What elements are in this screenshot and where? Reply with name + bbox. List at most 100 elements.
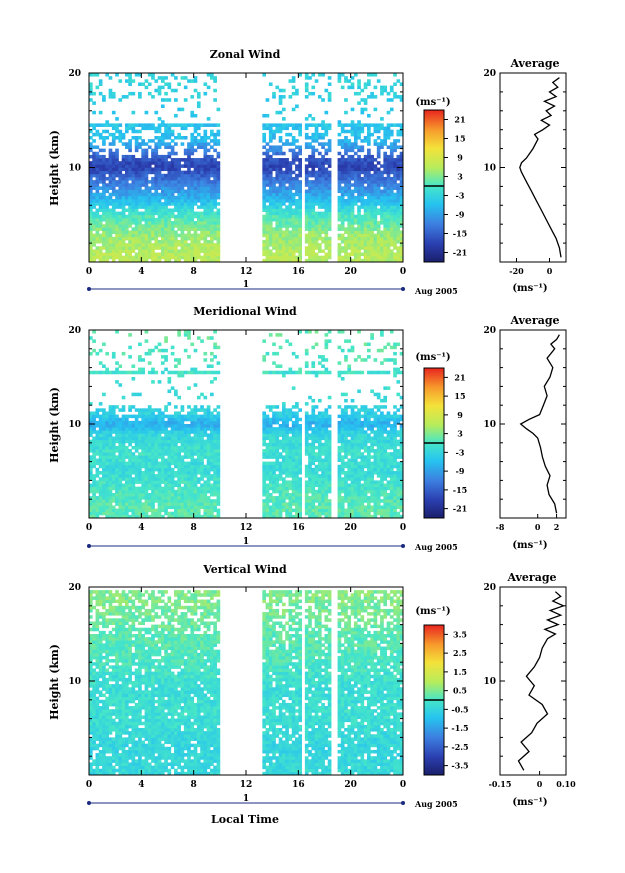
heatmap-cell: [272, 243, 276, 247]
heatmap-cell: [210, 211, 214, 216]
heatmap-cell: [183, 221, 188, 225]
heatmap-cell: [327, 158, 332, 162]
heatmap-cell: [95, 461, 100, 466]
heatmap-cell: [216, 192, 221, 197]
heatmap-cell: [98, 430, 103, 434]
heatmap-cell: [183, 217, 188, 222]
heatmap-cell: [95, 452, 100, 456]
heatmap-cell: [154, 230, 159, 235]
heatmap-cell: [154, 511, 159, 516]
heatmap-cell: [89, 205, 93, 209]
heatmap-cell: [268, 199, 273, 203]
heatmap-cell: [278, 246, 283, 250]
heatmap-cell: [177, 424, 181, 428]
heatmap-cell: [281, 255, 286, 260]
heatmap-cell: [154, 79, 159, 83]
heatmap-cell: [187, 164, 191, 168]
heatmap-cell: [164, 202, 168, 206]
heatmap-cell: [193, 458, 198, 462]
heatmap-cell: [353, 161, 358, 165]
heatmap-cell: [196, 427, 201, 431]
heatmap-cell: [141, 496, 145, 500]
heatmap-cell: [278, 110, 283, 115]
heatmap-cell: [275, 430, 280, 434]
heatmap-cell: [213, 161, 217, 165]
heatmap-cell: [105, 136, 110, 140]
heatmap-cell: [164, 471, 168, 475]
heatmap-cell: [357, 258, 361, 263]
heatmap-cell: [357, 189, 361, 194]
heatmap-cell: [265, 173, 270, 178]
heatmap-cell: [285, 236, 289, 241]
heatmap-cell: [115, 211, 119, 216]
heatmap-cell: [344, 98, 348, 102]
heatmap-cell: [131, 464, 136, 469]
heatmap-cell: [102, 424, 106, 428]
heatmap-cell: [174, 189, 178, 194]
heatmap-cell: [216, 208, 221, 212]
heatmap-cell: [164, 189, 168, 194]
heatmap-cell: [308, 164, 312, 168]
heatmap-cell: [121, 514, 126, 519]
heatmap-cell: [105, 123, 110, 127]
heatmap-cell: [291, 249, 296, 253]
heatmap-cell: [111, 192, 116, 197]
heatmap-cell: [357, 224, 361, 228]
heatmap-cell: [281, 477, 286, 481]
heatmap-cell: [347, 167, 352, 172]
heatmap-cell: [187, 427, 191, 431]
heatmap-cell: [389, 85, 394, 90]
heatmap-cell: [314, 173, 319, 178]
heatmap-cell: [167, 480, 172, 484]
heatmap-cell: [370, 249, 374, 253]
heatmap-cell: [216, 129, 221, 134]
heatmap-cell: [154, 126, 159, 131]
heatmap-cell: [321, 183, 325, 187]
heatmap-cell: [160, 173, 165, 178]
heatmap-cell: [174, 514, 178, 519]
heatmap-cell: [216, 183, 221, 187]
heatmap-cell: [399, 243, 404, 247]
heatmap-cell: [317, 258, 322, 263]
heatmap-cell: [210, 461, 214, 466]
heatmap-cell: [216, 258, 221, 263]
heatmap-cell: [147, 405, 152, 409]
heatmap-cell: [131, 452, 136, 456]
heatmap-cell: [167, 474, 172, 478]
heatmap-cell: [174, 88, 178, 93]
heatmap-cell: [317, 189, 322, 194]
heatmap-cell: [183, 158, 188, 162]
heatmap-cell: [108, 411, 113, 415]
heatmap-cell: [308, 123, 312, 127]
heatmap-cell: [285, 192, 289, 197]
heatmap-cell: [98, 123, 103, 127]
heatmap-cell: [190, 474, 195, 478]
heatmap-cell: [193, 492, 198, 497]
heatmap-cell: [167, 449, 172, 453]
heatmap-cell: [367, 132, 371, 137]
heatmap-cell: [357, 246, 361, 250]
heatmap-cell: [147, 455, 152, 459]
heatmap-cell: [216, 186, 221, 190]
heatmap-cell: [134, 496, 139, 500]
heatmap-cell: [213, 505, 217, 509]
heatmap-cell: [291, 123, 296, 127]
heatmap-cell: [210, 180, 214, 184]
heatmap-cell: [141, 471, 145, 475]
heatmap-cell: [190, 186, 195, 190]
heatmap-cell: [193, 148, 198, 153]
heatmap-cell: [327, 246, 332, 250]
heatmap-cell: [216, 496, 221, 500]
heatmap-cell: [157, 199, 162, 203]
heatmap-cell: [141, 148, 145, 153]
heatmap-cell: [154, 136, 159, 140]
heatmap-cell: [363, 173, 368, 178]
heatmap-cell: [311, 205, 316, 209]
heatmap-cell: [193, 236, 198, 241]
heatmap-cell: [203, 258, 208, 263]
heatmap-cell: [115, 151, 119, 156]
heatmap-cell: [278, 477, 283, 481]
heatmap-cell: [92, 417, 96, 422]
heatmap-cell: [281, 117, 286, 121]
heatmap-cell: [118, 180, 123, 184]
